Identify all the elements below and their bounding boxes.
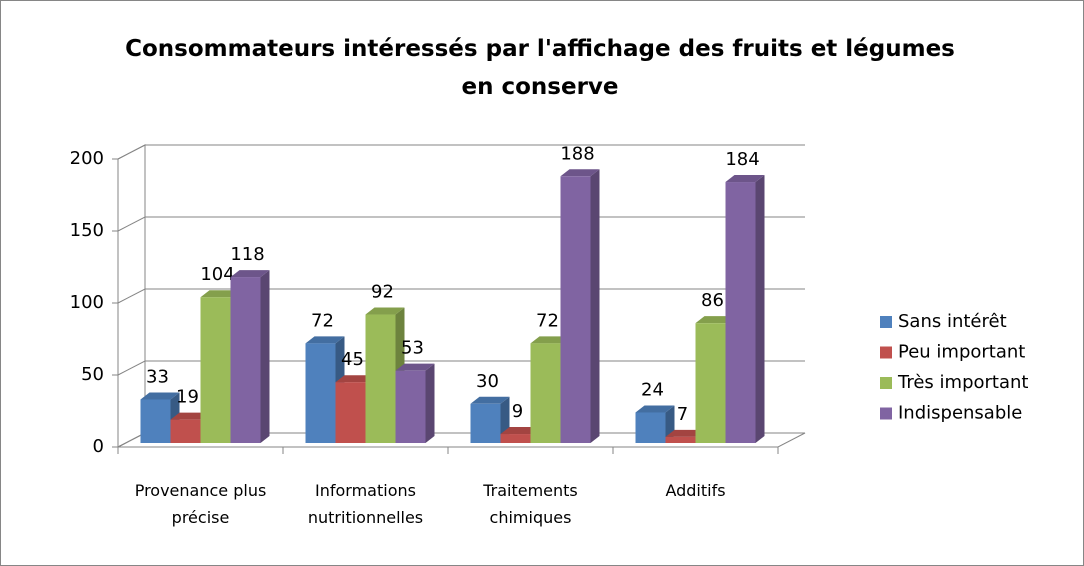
value-label: 104 [200,264,234,285]
legend-label: Peu important [898,342,1025,363]
bar [500,434,531,443]
legend-label: Sans intérêt [898,311,1007,332]
value-label: 92 [371,282,394,303]
value-label: 86 [701,290,724,311]
bar [140,399,171,443]
bar [560,176,591,443]
value-label: 45 [341,349,364,370]
bar [305,343,336,443]
bar-top [365,307,405,315]
bar [530,343,561,443]
value-label: 19 [176,387,199,408]
value-label: 184 [725,149,759,170]
y-tick-label: 150 [70,220,104,241]
bar-top [665,429,705,437]
legend-swatch [880,377,892,389]
bar [470,403,501,443]
value-label: 24 [641,379,664,400]
value-label: 33 [146,366,169,387]
y-tick-label: 0 [93,436,104,457]
value-label: 72 [536,310,559,331]
value-label: 188 [560,143,594,164]
x-tick-label: Traitements chimiques [483,481,578,527]
bar-side [260,270,270,443]
bar [395,370,426,443]
y-tick-label: 200 [70,148,104,169]
value-label: 118 [230,244,264,265]
bar-top [200,290,240,298]
x-tick-label: Provenance plus précise [134,481,267,527]
bar-side [755,175,765,444]
bar [695,323,726,443]
legend-swatch [880,346,892,359]
y-tick-label: 100 [70,292,104,313]
value-label: 53 [401,338,424,359]
legend-label: Très important [897,372,1028,393]
legend-swatch [880,316,892,328]
bar-top [230,270,270,278]
legend-label: Indispensable [898,403,1022,424]
bar-top [305,336,345,344]
x-tick-label: Additifs [665,481,726,500]
value-label: 9 [512,401,523,422]
bar [635,412,666,443]
bar-top [725,175,765,183]
bar [335,382,366,443]
bar-top [530,336,570,344]
bar-top [335,375,375,383]
bar [725,182,756,444]
bar-top [170,412,210,420]
bar-top [470,396,510,404]
bar-top [560,169,600,177]
bar-side [590,169,600,443]
bar-top [695,316,735,324]
bar [665,436,696,443]
y-tick-label: 50 [81,364,104,385]
bar-top [635,405,675,413]
grid-line [117,144,805,160]
bar [230,277,261,443]
value-label: 7 [677,404,688,425]
bar-top [140,392,180,400]
bar [170,419,201,443]
legend-swatch [880,407,892,420]
bar-top [395,363,435,371]
bar [365,314,396,443]
bar-side [425,363,435,443]
x-tick-label: Informations nutritionnelles [307,481,424,527]
bar-top [500,427,540,435]
value-label: 72 [311,310,334,331]
chart-title: Consommateurs intéressés par l'affichage… [125,36,955,100]
bar [200,297,231,443]
value-label: 30 [476,371,499,392]
